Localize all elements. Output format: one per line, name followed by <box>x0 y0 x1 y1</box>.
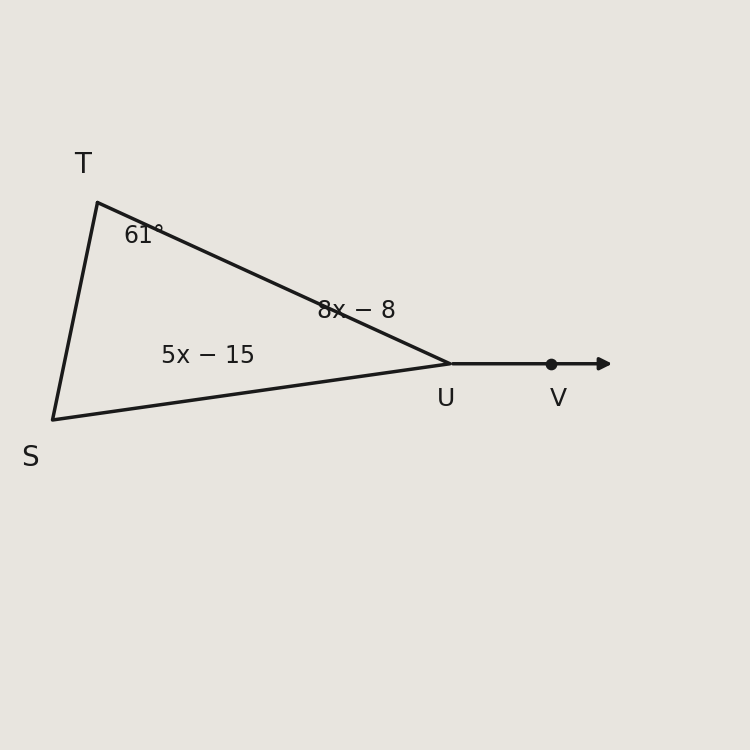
Text: 8x − 8: 8x − 8 <box>316 299 396 323</box>
Text: V: V <box>550 387 567 411</box>
Text: T: T <box>74 151 91 179</box>
Text: 61°: 61° <box>124 224 166 248</box>
Point <box>545 358 557 370</box>
Text: S: S <box>21 443 39 472</box>
Text: U: U <box>437 387 455 411</box>
Text: 5x − 15: 5x − 15 <box>161 344 255 368</box>
